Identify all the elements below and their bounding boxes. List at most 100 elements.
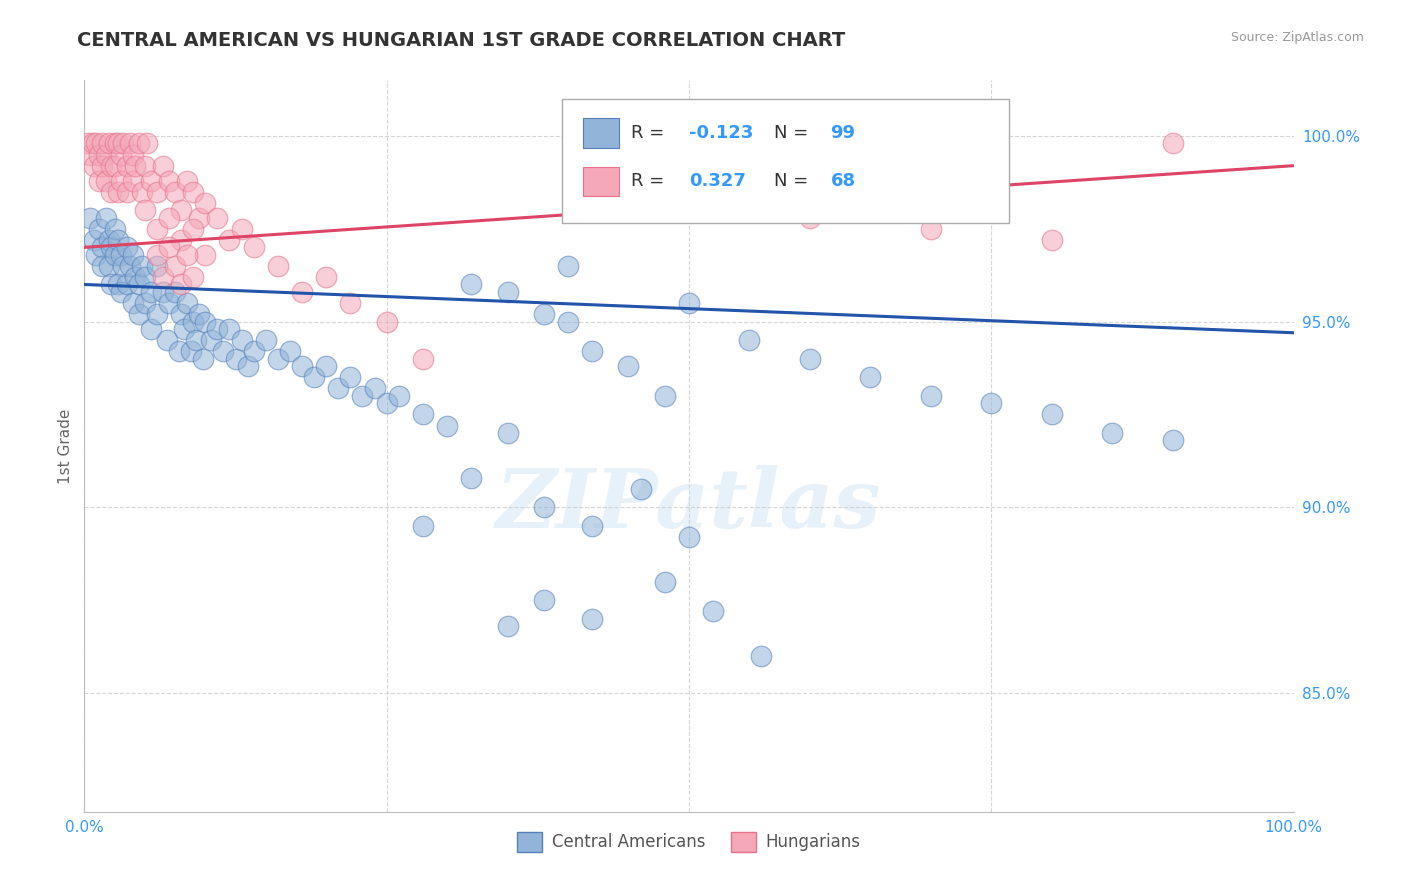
Text: R =: R =	[631, 172, 669, 190]
Point	[184, 333, 207, 347]
Point	[97, 259, 120, 273]
Point	[225, 351, 247, 366]
Point	[165, 185, 187, 199]
Point	[115, 240, 138, 254]
Point	[496, 425, 519, 440]
Point	[121, 147, 143, 161]
Text: 68: 68	[831, 172, 855, 190]
Point	[581, 344, 603, 359]
Point	[83, 233, 105, 247]
Point	[702, 604, 724, 618]
Point	[94, 147, 117, 161]
Point	[146, 185, 169, 199]
Point	[533, 500, 555, 515]
Point	[170, 307, 193, 321]
Point	[104, 248, 127, 262]
Point	[328, 381, 350, 395]
Point	[152, 159, 174, 173]
Point	[581, 518, 603, 533]
Point	[1040, 233, 1063, 247]
Point	[131, 259, 153, 273]
Point	[121, 173, 143, 187]
Point	[617, 359, 640, 374]
Point	[104, 221, 127, 235]
Point	[134, 159, 156, 173]
Point	[91, 136, 114, 151]
Point	[1161, 434, 1184, 448]
Point	[94, 173, 117, 187]
Point	[278, 344, 301, 359]
Point	[120, 259, 142, 273]
Point	[115, 277, 138, 292]
Point	[91, 259, 114, 273]
Point	[104, 136, 127, 151]
Point	[134, 296, 156, 310]
Point	[112, 136, 135, 151]
Point	[107, 136, 129, 151]
Point	[170, 233, 193, 247]
Point	[200, 333, 222, 347]
Point	[134, 203, 156, 218]
Point	[630, 482, 652, 496]
Point	[121, 296, 143, 310]
Point	[157, 240, 180, 254]
Point	[128, 277, 150, 292]
Point	[152, 285, 174, 299]
Point	[112, 259, 135, 273]
Point	[107, 277, 129, 292]
Point	[181, 221, 204, 235]
Point	[496, 619, 519, 633]
Point	[100, 277, 122, 292]
Point	[83, 159, 105, 173]
Point	[146, 307, 169, 321]
Point	[181, 185, 204, 199]
Point	[139, 322, 162, 336]
Point	[291, 285, 314, 299]
Point	[236, 359, 259, 374]
Point	[136, 136, 159, 151]
Point	[87, 147, 110, 161]
Legend: Central Americans, Hungarians: Central Americans, Hungarians	[510, 826, 868, 858]
Point	[110, 285, 132, 299]
Point	[180, 344, 202, 359]
Point	[128, 307, 150, 321]
Point	[375, 396, 398, 410]
Point	[581, 612, 603, 626]
Point	[315, 270, 337, 285]
Point	[436, 418, 458, 433]
Point	[533, 593, 555, 607]
Point	[134, 270, 156, 285]
Point	[79, 147, 101, 161]
Point	[97, 233, 120, 247]
Point	[170, 277, 193, 292]
Point	[188, 211, 211, 225]
Point	[157, 296, 180, 310]
Point	[165, 259, 187, 273]
Point	[120, 136, 142, 151]
Point	[86, 248, 108, 262]
Point	[110, 248, 132, 262]
Point	[218, 233, 240, 247]
Point	[115, 159, 138, 173]
Point	[267, 351, 290, 366]
Text: Source: ZipAtlas.com: Source: ZipAtlas.com	[1230, 31, 1364, 45]
Point	[678, 530, 700, 544]
Point	[146, 259, 169, 273]
Point	[194, 195, 217, 210]
Point	[1161, 136, 1184, 151]
Point	[104, 159, 127, 173]
Point	[363, 381, 385, 395]
Point	[107, 185, 129, 199]
Point	[157, 211, 180, 225]
Point	[212, 344, 235, 359]
Point	[678, 296, 700, 310]
Point	[654, 574, 676, 589]
Text: R =: R =	[631, 124, 669, 142]
Point	[91, 159, 114, 173]
Point	[218, 322, 240, 336]
Point	[86, 136, 108, 151]
Point	[302, 370, 325, 384]
Point	[267, 259, 290, 273]
Text: N =: N =	[773, 124, 814, 142]
Point	[291, 359, 314, 374]
